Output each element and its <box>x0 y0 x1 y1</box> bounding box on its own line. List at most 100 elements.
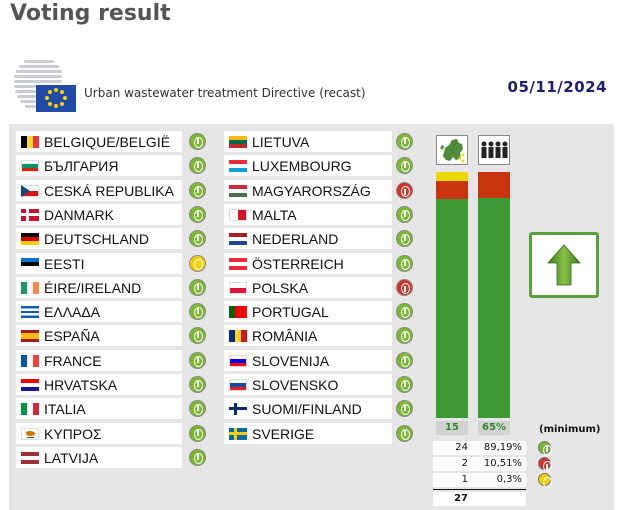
country-name: SVERIGE <box>252 425 315 442</box>
country-flag-icon <box>21 135 39 148</box>
country-row: HRVATSKA <box>16 374 182 395</box>
summary-count: 2 <box>461 458 468 469</box>
summary-vote-no-icon <box>538 457 552 472</box>
country-row: SLOVENIJA <box>224 350 392 371</box>
country-name: ROMÂNIA <box>252 327 318 344</box>
vote-abs-icon <box>189 255 206 272</box>
total-count: 27 <box>454 493 468 504</box>
member-states-label: 15 <box>436 421 468 435</box>
country-flag-icon <box>21 305 39 318</box>
country-row: ÖSTERREICH <box>224 253 392 274</box>
country-row: LUXEMBOURG <box>224 155 392 176</box>
country-row: LATVIJA <box>16 447 182 468</box>
country-name: POLSKA <box>252 279 309 296</box>
page-title: Voting result <box>10 1 171 26</box>
country-flag-icon <box>229 135 247 148</box>
vote-yes-icon <box>396 352 413 369</box>
country-name: NEDERLAND <box>252 230 339 247</box>
vote-yes-icon <box>396 133 413 150</box>
country-row: EESTI <box>16 253 182 274</box>
country-row: DEUTSCHLAND <box>16 228 182 249</box>
country-row: CESKÁ REPUBLIKA <box>16 180 182 201</box>
country-name: DEUTSCHLAND <box>44 230 150 247</box>
country-flag-icon <box>21 329 39 342</box>
country-flag-icon <box>229 402 247 415</box>
country-name: LIETUVA <box>252 133 310 150</box>
population-bar-segment-no <box>478 172 510 198</box>
country-flag-icon <box>229 208 247 221</box>
country-row: ÉIRE/IRELAND <box>16 277 182 298</box>
country-name: ÉIRE/IRELAND <box>44 279 142 296</box>
country-row: ΚΥΠΡΟΣ <box>16 423 182 444</box>
country-flag-icon <box>21 281 39 294</box>
vote-no-icon <box>396 279 413 296</box>
vote-yes-icon <box>189 303 206 320</box>
total-row: 27 <box>433 492 526 506</box>
council-logo <box>14 58 78 112</box>
summary-row: 2 10,51% <box>433 457 526 471</box>
vote-yes-icon <box>189 376 206 393</box>
country-row: FRANCE <box>16 350 182 371</box>
country-name: MAGYARORSZÁG <box>252 182 371 199</box>
vote-yes-icon <box>189 133 206 150</box>
country-name: MALTA <box>252 206 297 223</box>
vote-yes-icon <box>189 327 206 344</box>
country-flag-icon <box>229 232 247 245</box>
vote-yes-icon <box>396 157 413 174</box>
country-name: LUXEMBOURG <box>252 157 352 174</box>
country-flag-icon <box>229 257 247 270</box>
country-row: POLSKA <box>224 277 392 298</box>
country-name: БЪЛГАРИЯ <box>44 157 119 174</box>
minimum-label: (minimum) <box>539 424 601 435</box>
country-row: PORTUGAL <box>224 301 392 322</box>
vote-yes-icon <box>396 230 413 247</box>
summary-count: 1 <box>461 474 468 485</box>
summary-row: 24 89,19% <box>433 441 526 455</box>
country-name: LATVIJA <box>44 449 99 466</box>
country-flag-icon <box>21 257 39 270</box>
vote-yes-icon <box>189 352 206 369</box>
country-name: FRANCE <box>44 352 102 369</box>
country-row: LIETUVA <box>224 131 392 152</box>
vote-yes-icon <box>396 400 413 417</box>
country-row: SUOMI/FINLAND <box>224 398 392 419</box>
vote-date: 05/11/2024 <box>507 78 607 96</box>
country-row: ROMÂNIA <box>224 325 392 346</box>
country-flag-icon <box>21 208 39 221</box>
country-flag-icon <box>229 329 247 342</box>
country-row: NEDERLAND <box>224 228 392 249</box>
country-name: EESTI <box>44 255 85 272</box>
vote-yes-icon <box>396 376 413 393</box>
vote-yes-icon <box>396 327 413 344</box>
vote-yes-icon <box>189 206 206 223</box>
country-row: SLOVENSKO <box>224 374 392 395</box>
country-flag-icon <box>229 184 247 197</box>
vote-yes-icon <box>396 303 413 320</box>
country-row: ITALIA <box>16 398 182 419</box>
council-logo-stripes <box>14 58 62 112</box>
summary-vote-abs-icon <box>538 473 552 488</box>
vote-yes-icon <box>189 157 206 174</box>
country-row: MALTA <box>224 204 392 225</box>
vote-yes-icon <box>189 230 206 247</box>
country-flag-icon <box>21 184 39 197</box>
approved-arrow-icon <box>529 232 599 298</box>
country-name: ÖSTERREICH <box>252 255 344 272</box>
country-flag-icon <box>21 427 39 440</box>
country-row: MAGYARORSZÁG <box>224 180 392 201</box>
vote-yes-icon <box>396 206 413 223</box>
country-row: БЪЛГАРИЯ <box>16 155 182 176</box>
country-flag-icon <box>21 232 39 245</box>
country-row: BELGIQUE/BELGIË <box>16 131 182 152</box>
country-flag-icon <box>21 451 39 464</box>
summary-vote-yes-icon <box>538 441 552 456</box>
member-states-bar-segment-no <box>436 181 468 199</box>
country-flag-icon <box>229 305 247 318</box>
vote-yes-icon <box>189 182 206 199</box>
eu-flag-icon <box>36 85 76 112</box>
country-name: ESPAÑA <box>44 327 100 344</box>
country-flag-icon <box>229 378 247 391</box>
country-name: ITALIA <box>44 400 86 417</box>
vote-yes-icon <box>189 425 206 442</box>
population-bar-segment-yes <box>478 198 510 418</box>
